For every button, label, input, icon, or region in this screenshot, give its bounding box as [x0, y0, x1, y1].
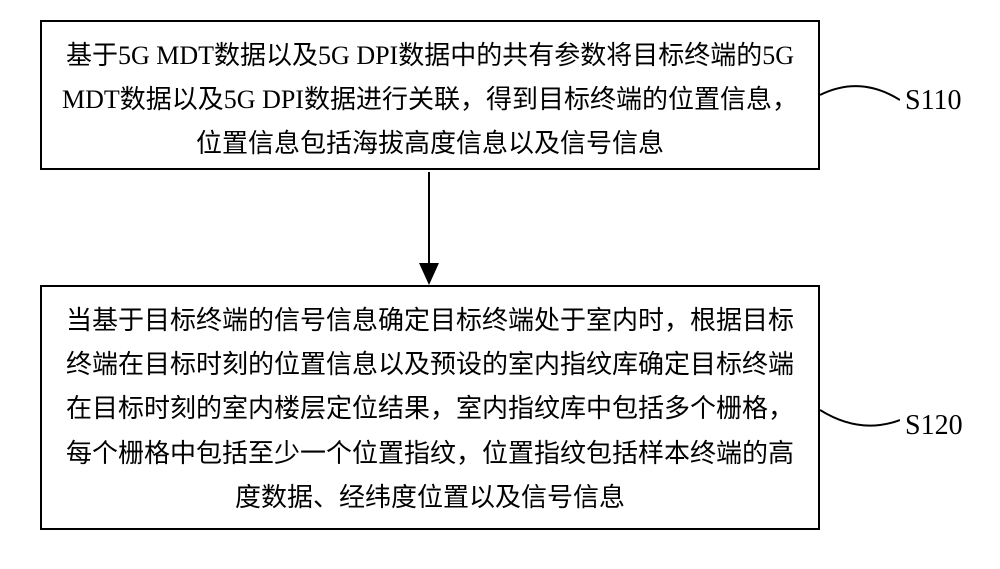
flow-step-2: 当基于目标终端的信号信息确定目标终端处于室内时，根据目标终端在目标时刻的位置信息…	[40, 285, 820, 530]
flow-step-1-text: 基于5G MDT数据以及5G DPI数据中的共有参数将目标终端的5G MDT数据…	[62, 41, 798, 158]
step-label-2: S120	[905, 410, 963, 442]
arrow-head-icon	[419, 263, 439, 285]
connector-curve-2	[820, 395, 900, 455]
flow-step-2-text: 当基于目标终端的信号信息确定目标终端处于室内时，根据目标终端在目标时刻的位置信息…	[66, 306, 794, 512]
arrow-line	[428, 172, 430, 272]
connector-curve-1	[820, 70, 900, 130]
flowchart-container: 基于5G MDT数据以及5G DPI数据中的共有参数将目标终端的5G MDT数据…	[0, 0, 1000, 569]
flow-step-1: 基于5G MDT数据以及5G DPI数据中的共有参数将目标终端的5G MDT数据…	[40, 20, 820, 170]
step-label-1: S110	[905, 85, 962, 117]
